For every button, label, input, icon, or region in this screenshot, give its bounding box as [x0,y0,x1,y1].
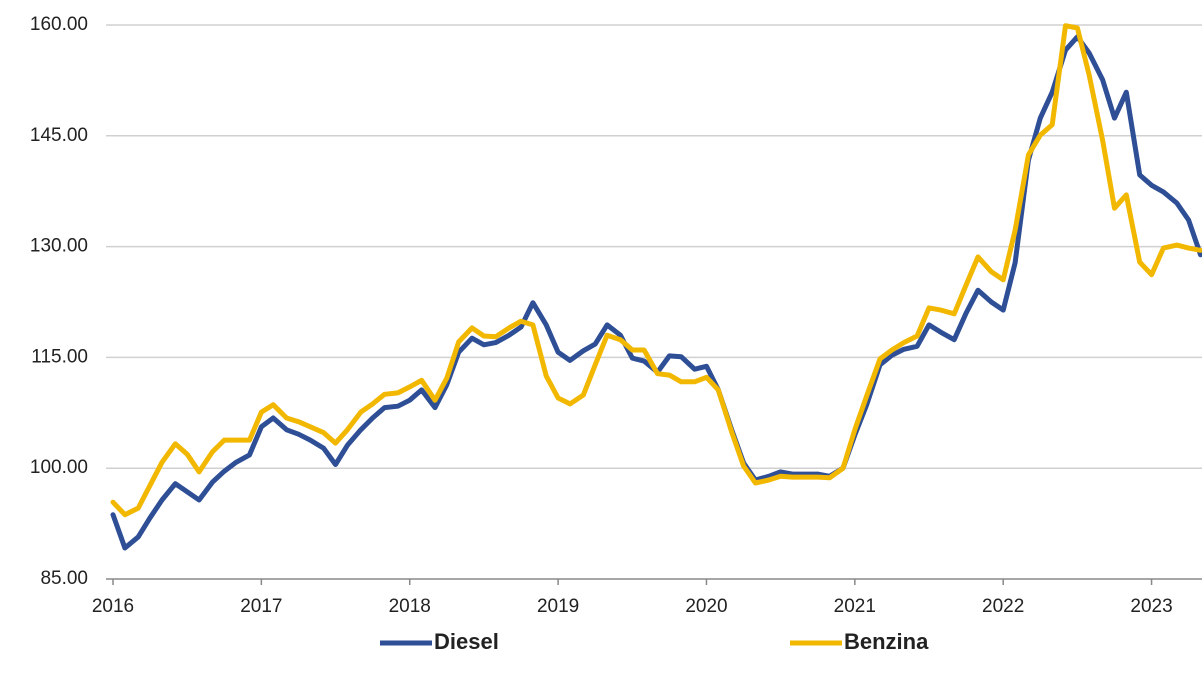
x-tick-label: 2016 [92,596,134,617]
data-line [110,23,1202,518]
x-tick-label: 2021 [834,596,876,617]
y-tick-label: 85.00 [40,568,88,589]
x-tick-label: 2018 [389,596,431,617]
x-tick-label: 2023 [1130,596,1172,617]
data-line [110,34,1202,551]
x-tick-label: 2017 [240,596,282,617]
x-tick-label: 2019 [537,596,579,617]
plot-area [110,23,1202,551]
legend-label: Benzina [844,629,929,654]
y-tick-label: 115.00 [31,346,88,367]
y-tick-label: 100.00 [30,457,88,478]
x-tick-label: 2020 [685,596,727,617]
y-tick-label: 130.00 [30,236,88,257]
x-tick-label: 2022 [982,596,1024,617]
y-tick-label: 160.00 [30,14,88,35]
legend-label: Diesel [434,629,499,654]
y-tick-label: 145.00 [30,125,88,146]
